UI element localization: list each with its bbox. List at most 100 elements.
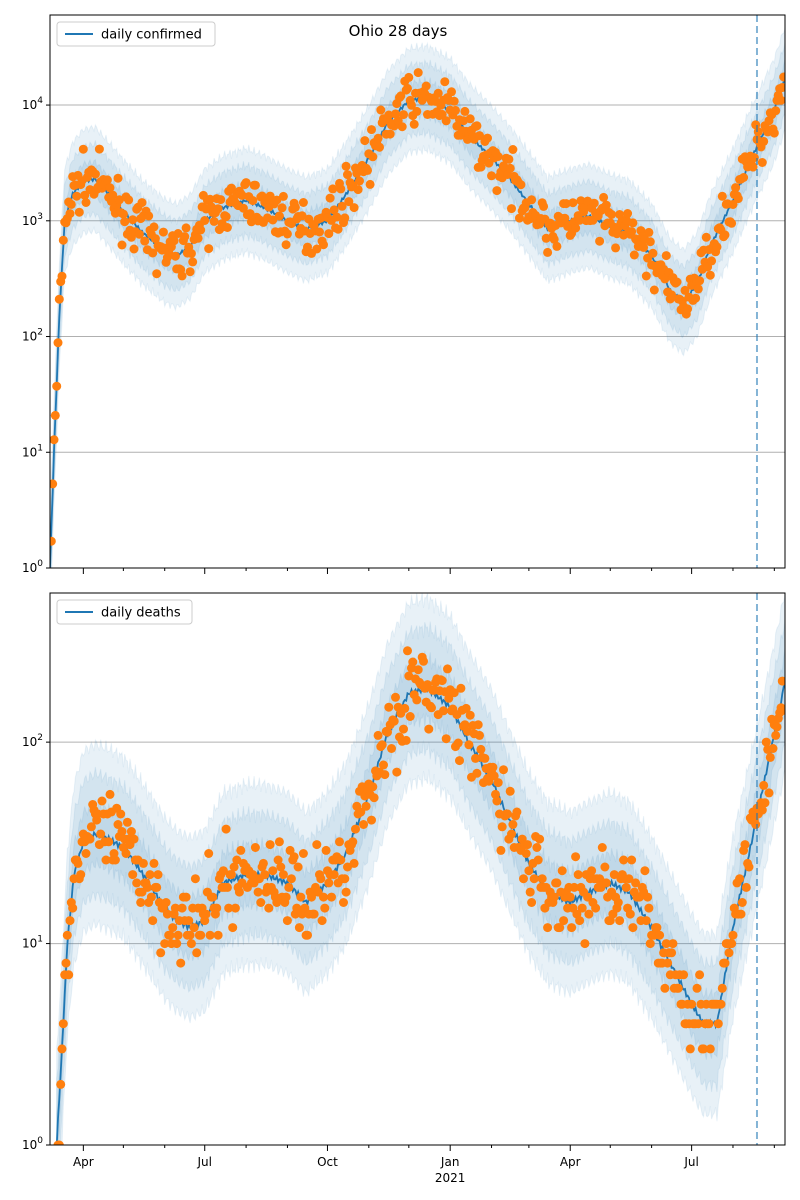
data-point (369, 793, 379, 803)
data-point (57, 271, 67, 281)
data-point (412, 695, 422, 705)
data-point (537, 874, 547, 884)
data-point (772, 722, 782, 732)
data-point (54, 294, 64, 304)
data-point (744, 862, 754, 872)
data-point (400, 703, 410, 713)
y-tick-label: 100 (22, 559, 43, 575)
data-point (72, 191, 82, 201)
data-point (316, 874, 326, 884)
data-point (759, 780, 769, 790)
data-point (496, 845, 506, 855)
data-point (337, 201, 347, 211)
data-point (717, 983, 727, 993)
data-point (325, 193, 335, 203)
data-point (575, 215, 585, 225)
data-point (58, 1019, 68, 1029)
data-point (208, 892, 218, 902)
data-point (181, 223, 191, 233)
data-point (717, 191, 727, 201)
data-point (624, 874, 634, 884)
data-point (340, 213, 350, 223)
data-point (278, 191, 288, 201)
data-point (64, 970, 74, 980)
data-point (319, 240, 328, 250)
data-point (204, 244, 214, 254)
data-point (170, 903, 180, 913)
data-point (73, 858, 83, 868)
data-point (567, 923, 577, 933)
data-point (250, 180, 260, 190)
data-point (667, 290, 677, 300)
data-point (764, 788, 774, 798)
data-point (284, 882, 294, 892)
data-point (116, 809, 126, 819)
data-point (189, 923, 199, 933)
data-point (74, 207, 84, 217)
data-point (218, 866, 228, 876)
data-point (492, 796, 502, 806)
data-point (568, 198, 578, 208)
axes-frame (49, 592, 786, 1146)
data-point (205, 930, 215, 940)
data-point (50, 435, 59, 445)
data-point (253, 887, 263, 897)
data-point (549, 892, 559, 902)
data-point (58, 235, 68, 245)
data-point (324, 229, 334, 239)
data-point (281, 240, 291, 250)
data-point (771, 106, 781, 116)
data-point (76, 870, 86, 880)
data-point (185, 930, 195, 940)
data-point (660, 983, 670, 993)
data-point (649, 285, 659, 295)
data-point (61, 958, 71, 968)
data-point (117, 240, 127, 250)
data-point (52, 381, 62, 391)
data-point (176, 958, 186, 968)
data-point (661, 251, 671, 261)
data-point (645, 237, 655, 247)
y-tick-label: 102 (22, 733, 43, 749)
data-point (349, 203, 359, 213)
data-point (236, 845, 246, 855)
data-point (332, 212, 342, 222)
x-tick-label: Oct (317, 1155, 338, 1169)
data-point (701, 232, 711, 242)
data-point (343, 170, 352, 180)
data-point (230, 903, 240, 913)
data-point (552, 878, 562, 888)
data-point (224, 903, 234, 913)
data-point (320, 903, 330, 913)
data-point (679, 970, 689, 980)
data-point (441, 734, 451, 744)
data-point (736, 909, 746, 919)
data-point (173, 930, 183, 940)
data-point (516, 180, 526, 190)
data-point (221, 212, 231, 222)
gridlines (50, 104, 785, 453)
data-point (680, 285, 690, 295)
data-point (349, 858, 359, 868)
data-point (118, 209, 128, 219)
data-point (560, 213, 570, 223)
y-tick-label: 101 (22, 443, 43, 459)
data-point (473, 720, 483, 730)
data-point (96, 829, 106, 839)
data-point (757, 805, 767, 815)
data-point (663, 958, 673, 968)
data-point (641, 271, 651, 281)
data-point (627, 227, 637, 237)
data-point (424, 724, 434, 734)
data-point (421, 81, 431, 91)
data-point (355, 176, 364, 186)
data-point (126, 827, 136, 836)
data-point (569, 882, 579, 892)
data-point (685, 1044, 695, 1054)
data-point (504, 154, 514, 164)
data-point (615, 916, 625, 926)
data-point (276, 862, 286, 872)
data-point (294, 923, 304, 933)
data-point (423, 680, 432, 690)
data-point (625, 909, 635, 919)
